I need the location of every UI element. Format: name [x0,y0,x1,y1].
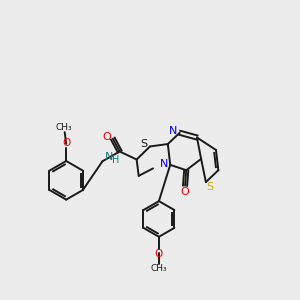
Text: N: N [169,126,177,136]
Text: CH₃: CH₃ [56,123,72,132]
Text: S: S [140,139,148,149]
Text: S: S [206,182,213,193]
Text: CH₃: CH₃ [151,264,167,273]
Text: N: N [160,159,168,169]
Text: O: O [155,249,163,259]
Text: O: O [181,187,189,197]
Text: O: O [102,132,111,142]
Text: H: H [112,155,119,165]
Text: O: O [62,138,70,148]
Text: N: N [105,152,113,161]
